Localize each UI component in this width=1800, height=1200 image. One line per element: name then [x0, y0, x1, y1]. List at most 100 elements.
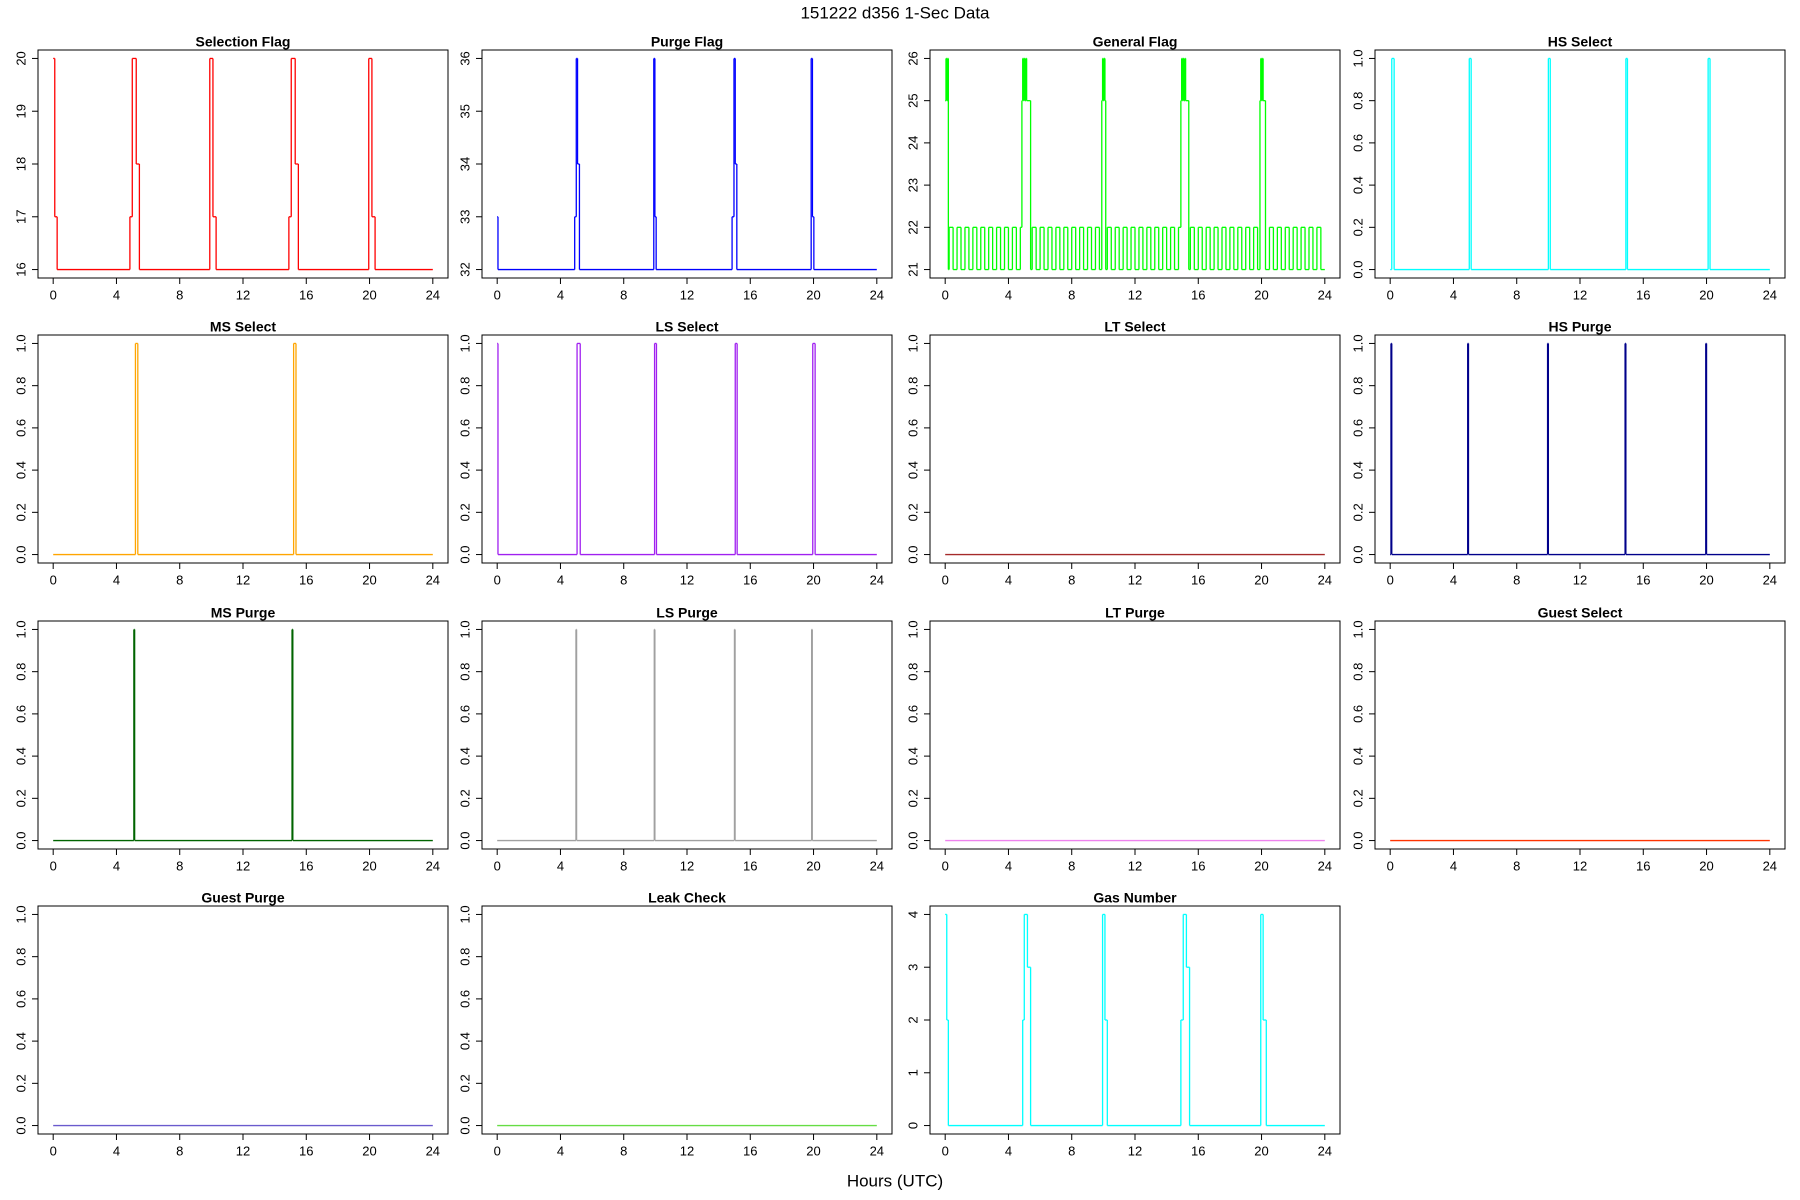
x-tick-label: 20 — [362, 1143, 376, 1158]
y-tick-label: 3 — [905, 964, 920, 971]
x-tick-label: 24 — [870, 572, 884, 587]
x-tick-label: 8 — [1513, 858, 1520, 873]
panel: Selection Flag 0 4 8 12 16 20 24 16 17 18 19 20 — [13, 34, 449, 302]
y-tick-label: 0.6 — [457, 705, 472, 723]
x-tick-label: 8 — [620, 1143, 627, 1158]
panel-title: HS Select — [1548, 34, 1613, 50]
x-tick-label: 20 — [1254, 1143, 1268, 1158]
y-tick-label: 32 — [457, 262, 472, 276]
y-tick-label: 1.0 — [1350, 334, 1365, 352]
y-tick-label: 0.8 — [457, 377, 472, 395]
x-tick-label: 4 — [1450, 858, 1457, 873]
y-tick-label: 1.0 — [1350, 49, 1365, 67]
x-tick-label: 20 — [806, 1143, 820, 1158]
y-tick-label: 0.0 — [13, 546, 28, 564]
x-tick-label: 12 — [236, 572, 250, 587]
y-tick-label: 0.8 — [905, 377, 920, 395]
x-tick-label: 0 — [1387, 858, 1394, 873]
y-tick-label: 1.0 — [457, 905, 472, 923]
x-tick-label: 0 — [942, 572, 949, 587]
y-tick-label: 0.2 — [457, 789, 472, 807]
x-tick-label: 4 — [1450, 572, 1457, 587]
x-tick-label: 8 — [620, 572, 627, 587]
x-tick-label: 12 — [1128, 1143, 1142, 1158]
x-tick-label: 20 — [1254, 287, 1268, 302]
x-tick-label: 20 — [1254, 572, 1268, 587]
x-tick-label: 0 — [494, 1143, 501, 1158]
x-tick-label: 0 — [494, 287, 501, 302]
x-tick-label: 4 — [1005, 572, 1012, 587]
x-tick-label: 4 — [113, 858, 120, 873]
y-tick-label: 0.4 — [457, 747, 472, 765]
x-tick-label: 0 — [50, 1143, 57, 1158]
y-tick-label: 0.2 — [13, 1074, 28, 1092]
panel: LT Purge 0 4 8 12 16 20 24 0.0 0.2 0.4 0.6 0.8 1.0 — [905, 605, 1341, 873]
panel-title: LS Select — [655, 319, 718, 335]
y-tick-label: 0.2 — [457, 503, 472, 521]
plot-frame — [481, 49, 893, 279]
y-tick-label: 0.8 — [1350, 377, 1365, 395]
x-tick-label: 20 — [1254, 858, 1268, 873]
panel: Guest Purge 0 4 8 12 16 20 24 0.0 0.2 0.4 0.6 0.8 1.0 — [13, 890, 449, 1158]
x-tick-label: 16 — [1191, 1143, 1205, 1158]
x-tick-label: 8 — [176, 572, 183, 587]
x-tick-label: 8 — [1068, 858, 1075, 873]
panel: Guest Select 0 4 8 12 16 20 24 0.0 0.2 0.4 0.6 0.8 1.… — [1350, 605, 1786, 873]
y-tick-label: 0.8 — [13, 948, 28, 966]
x-tick-label: 0 — [1387, 287, 1394, 302]
y-tick-label: 0.4 — [457, 461, 472, 479]
y-tick-label: 0.0 — [457, 546, 472, 564]
x-tick-label: 20 — [1699, 287, 1713, 302]
x-tick-label: 0 — [494, 572, 501, 587]
x-tick-label: 16 — [299, 572, 313, 587]
x-tick-label: 20 — [806, 287, 820, 302]
y-tick-label: 0.0 — [1350, 546, 1365, 564]
x-tick-label: 8 — [1513, 287, 1520, 302]
x-tick-label: 24 — [1318, 858, 1332, 873]
x-tick-label: 8 — [1513, 572, 1520, 587]
y-tick-label: 2 — [905, 1016, 920, 1023]
plot-frame — [1374, 49, 1786, 279]
panel: Leak Check 0 4 8 12 16 20 24 0.0 0.2 0.4 0.6 0.8 1.0 — [457, 890, 893, 1158]
y-tick-label: 0.2 — [13, 503, 28, 521]
x-tick-label: 16 — [1636, 858, 1650, 873]
y-tick-label: 0.4 — [13, 461, 28, 479]
x-tick-label: 12 — [236, 287, 250, 302]
x-tick-label: 8 — [176, 1143, 183, 1158]
x-tick-label: 20 — [806, 858, 820, 873]
x-tick-label: 4 — [113, 287, 120, 302]
x-tick-label: 12 — [1573, 858, 1587, 873]
plot-frame — [929, 49, 1341, 279]
x-tick-label: 8 — [620, 287, 627, 302]
y-tick-label: 0.8 — [457, 663, 472, 681]
y-tick-label: 19 — [13, 104, 28, 118]
y-tick-label: 0.0 — [905, 546, 920, 564]
y-tick-label: 0 — [905, 1122, 920, 1129]
x-tick-label: 8 — [1068, 1143, 1075, 1158]
y-tick-label: 0.6 — [13, 705, 28, 723]
x-tick-label: 4 — [1005, 1143, 1012, 1158]
x-tick-label: 12 — [236, 858, 250, 873]
y-tick-label: 0.8 — [905, 663, 920, 681]
y-tick-label: 0.0 — [1350, 261, 1365, 279]
x-tick-label: 0 — [942, 1143, 949, 1158]
y-tick-label: 0.4 — [13, 1032, 28, 1050]
y-tick-label: 0.2 — [1350, 218, 1365, 236]
x-tick-label: 0 — [1387, 572, 1394, 587]
y-tick-label: 34 — [457, 157, 472, 171]
y-tick-label: 36 — [457, 51, 472, 65]
x-tick-label: 12 — [680, 1143, 694, 1158]
y-tick-label: 0.0 — [457, 1117, 472, 1135]
y-tick-label: 35 — [457, 104, 472, 118]
x-tick-label: 24 — [1318, 572, 1332, 587]
x-tick-label: 8 — [1068, 572, 1075, 587]
x-tick-label: 4 — [557, 287, 564, 302]
x-tick-label: 16 — [1191, 287, 1205, 302]
x-tick-label: 0 — [942, 858, 949, 873]
plot-frame — [1374, 334, 1786, 564]
x-tick-label: 0 — [942, 287, 949, 302]
y-tick-label: 0.0 — [13, 832, 28, 850]
x-tick-label: 4 — [1450, 287, 1457, 302]
y-tick-label: 0.0 — [457, 832, 472, 850]
